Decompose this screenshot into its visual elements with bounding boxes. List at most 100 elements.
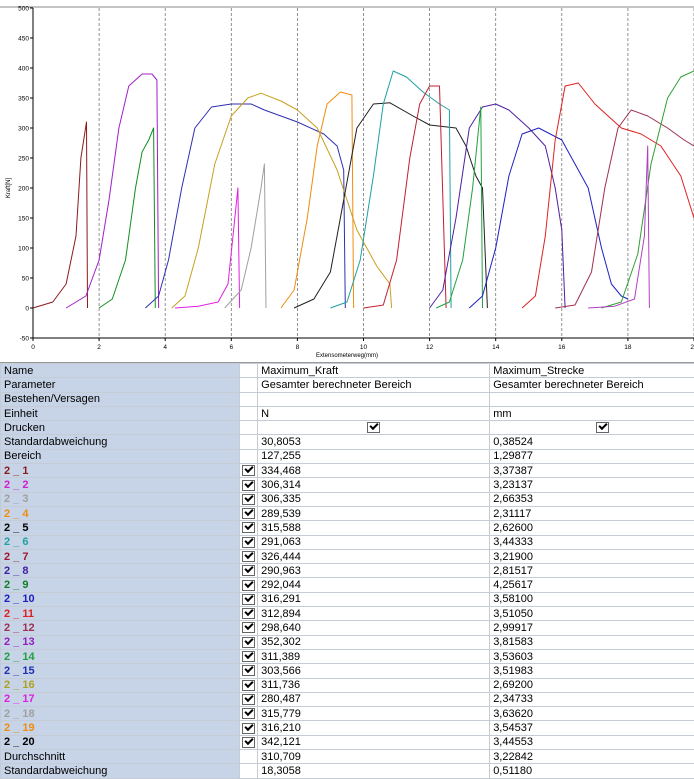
value-strecke: mm xyxy=(490,406,694,420)
x-axis-label: Extensometerweg(mm) xyxy=(316,353,378,359)
row-checkbox-cell xyxy=(240,592,258,606)
y-tick-label: 0 xyxy=(25,306,29,313)
value-strecke: 3,81583 xyxy=(490,635,694,649)
row-spacer xyxy=(240,421,258,435)
value-strecke: 3,44333 xyxy=(490,535,694,549)
value-kraft: 316,210 xyxy=(258,721,490,735)
specimen-label: 2 _ 11 xyxy=(1,607,240,621)
checkbox-checked-icon[interactable] xyxy=(242,694,255,705)
x-tick-label: 2 xyxy=(97,344,101,351)
value-kraft: 316,291 xyxy=(258,592,490,606)
y-tick-label: 50 xyxy=(22,276,30,283)
row-spacer xyxy=(240,449,258,463)
checkbox-checked-icon[interactable] xyxy=(367,422,380,433)
value-strecke: 2,81517 xyxy=(490,564,694,578)
specimen-label: 2 _ 17 xyxy=(1,692,240,706)
x-tick-label: 4 xyxy=(163,344,167,351)
series-line-10 xyxy=(330,71,451,308)
checkbox-checked-icon[interactable] xyxy=(242,494,255,505)
checkbox-checked-icon[interactable] xyxy=(242,508,255,519)
checkbox-checked-icon[interactable] xyxy=(242,537,255,548)
row-checkbox-cell xyxy=(240,521,258,535)
checkbox-checked-icon[interactable] xyxy=(242,723,255,734)
specimen-label: 2 _ 14 xyxy=(1,649,240,663)
meta-row: Drucken xyxy=(1,421,694,435)
row-label: Drucken xyxy=(1,421,240,435)
checkbox-checked-icon[interactable] xyxy=(242,680,255,691)
value-kraft: 298,640 xyxy=(258,621,490,635)
checkbox-checked-icon[interactable] xyxy=(242,565,255,576)
specimen-label: 2 _ 8 xyxy=(1,564,240,578)
x-tick-label: 16 xyxy=(558,344,566,351)
series-line-7 xyxy=(225,164,266,308)
value-kraft xyxy=(258,421,490,435)
checkbox-checked-icon[interactable] xyxy=(242,551,255,562)
checkbox-checked-icon[interactable] xyxy=(242,708,255,719)
row-checkbox-cell xyxy=(240,464,258,478)
value-strecke: 3,53603 xyxy=(490,649,694,663)
checkbox-checked-icon[interactable] xyxy=(242,480,255,491)
specimen-label: 2 _ 4 xyxy=(1,506,240,520)
x-tick-label: 2 xyxy=(690,344,694,351)
header-spacer xyxy=(240,364,258,378)
checkbox-checked-icon[interactable] xyxy=(596,422,609,433)
value-strecke: 3,22842 xyxy=(490,750,694,764)
row-checkbox-cell xyxy=(240,721,258,735)
checkbox-checked-icon[interactable] xyxy=(242,522,255,533)
specimen-label: 2 _ 16 xyxy=(1,678,240,692)
value-strecke: 3,63620 xyxy=(490,707,694,721)
checkbox-checked-icon[interactable] xyxy=(242,651,255,662)
header-maximum-kraft: Maximum_Kraft xyxy=(258,364,490,378)
value-strecke: 3,23137 xyxy=(490,478,694,492)
value-strecke: Gesamter berechneter Bereich xyxy=(490,378,694,392)
value-kraft: 289,539 xyxy=(258,506,490,520)
checkbox-checked-icon[interactable] xyxy=(242,594,255,605)
value-kraft: 290,963 xyxy=(258,564,490,578)
specimen-label: 2 _ 3 xyxy=(1,492,240,506)
value-strecke xyxy=(490,421,694,435)
row-checkbox-cell xyxy=(240,535,258,549)
y-tick-label: 200 xyxy=(18,186,29,193)
y-tick-label: -50 xyxy=(20,336,30,343)
checkbox-checked-icon[interactable] xyxy=(242,622,255,633)
row-label: Bestehen/Versagen xyxy=(1,392,240,406)
checkbox-checked-icon[interactable] xyxy=(242,665,255,676)
value-kraft: 342,121 xyxy=(258,735,490,749)
row-spacer xyxy=(240,750,258,764)
row-label: Einheit xyxy=(1,406,240,420)
checkbox-checked-icon[interactable] xyxy=(242,465,255,476)
checkbox-checked-icon[interactable] xyxy=(242,580,255,591)
y-tick-label: 500 xyxy=(18,6,29,13)
row-checkbox-cell xyxy=(240,735,258,749)
checkbox-checked-icon[interactable] xyxy=(242,637,255,648)
specimen-label: 2 _ 6 xyxy=(1,535,240,549)
value-kraft: 315,588 xyxy=(258,521,490,535)
y-axis-label: Kraft[N] xyxy=(6,178,12,199)
checkbox-checked-icon[interactable] xyxy=(242,737,255,748)
checkbox-checked-icon[interactable] xyxy=(242,608,255,619)
value-strecke: 0,51180 xyxy=(490,764,694,778)
